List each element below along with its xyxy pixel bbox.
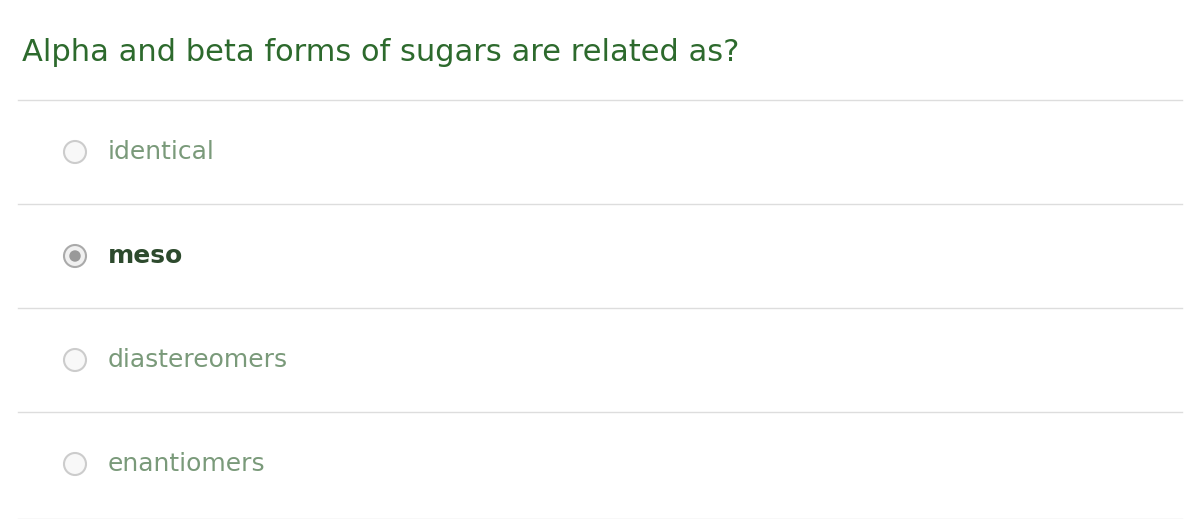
Text: meso: meso (108, 244, 184, 268)
Text: diastereomers: diastereomers (108, 348, 288, 372)
Text: identical: identical (108, 140, 215, 164)
Circle shape (70, 250, 80, 262)
Circle shape (64, 349, 86, 371)
Text: enantiomers: enantiomers (108, 452, 265, 476)
Circle shape (64, 141, 86, 163)
Circle shape (64, 245, 86, 267)
Text: Alpha and beta forms of sugars are related as?: Alpha and beta forms of sugars are relat… (22, 38, 739, 67)
Circle shape (64, 453, 86, 475)
